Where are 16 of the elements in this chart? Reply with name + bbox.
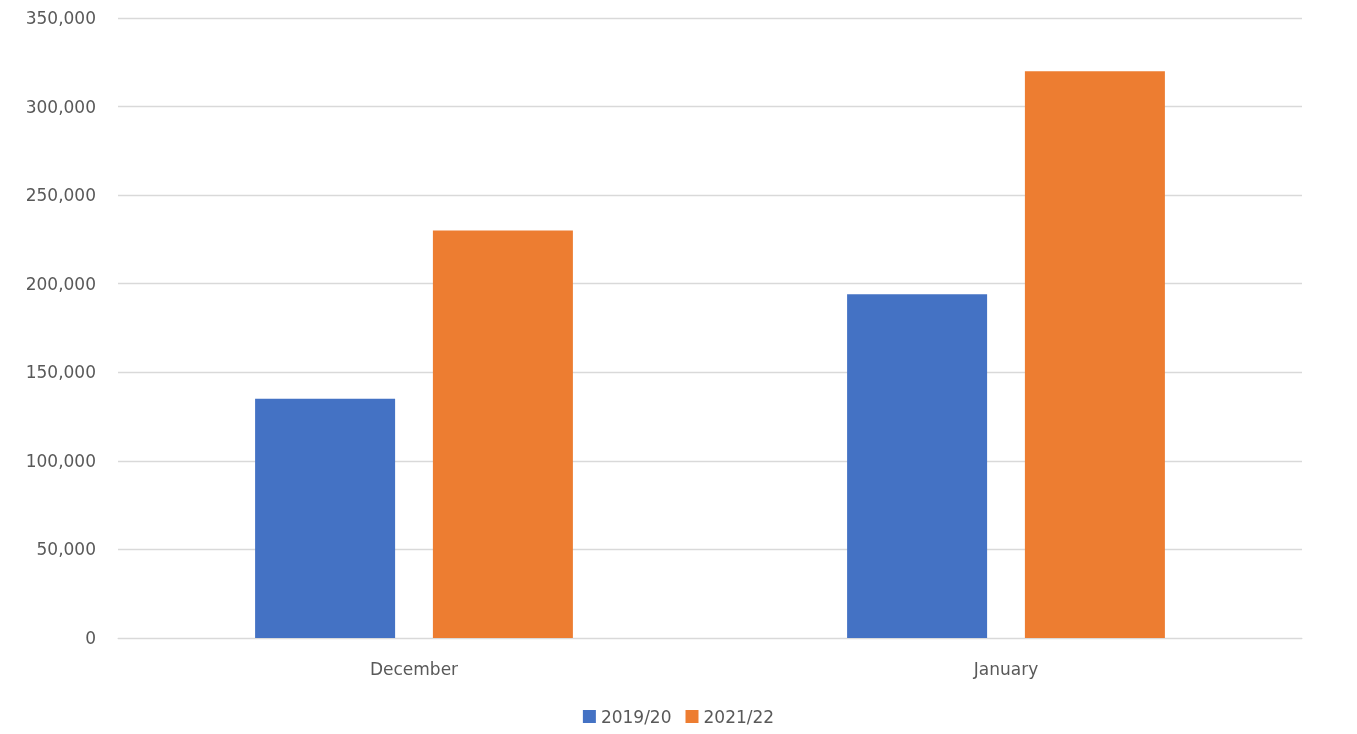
bar xyxy=(1024,71,1165,638)
bar xyxy=(255,398,396,638)
y-tick-label: 300,000 xyxy=(25,96,96,117)
x-tick-label: January xyxy=(972,658,1039,679)
y-tick-label: 150,000 xyxy=(25,362,96,383)
y-tick-label: 200,000 xyxy=(25,273,96,294)
bar xyxy=(432,230,573,638)
bar xyxy=(847,294,988,638)
x-tick-label: December xyxy=(369,658,459,679)
y-tick-label: 0 xyxy=(85,628,96,648)
y-tick-label: 50,000 xyxy=(36,539,96,560)
y-tick-label: 250,000 xyxy=(25,185,96,206)
y-tick-label: 100,000 xyxy=(25,450,96,471)
legend-label: 2021/22 xyxy=(703,706,775,727)
legend-label: 2019/20 xyxy=(600,706,672,727)
y-tick-label: 350,000 xyxy=(25,8,96,28)
